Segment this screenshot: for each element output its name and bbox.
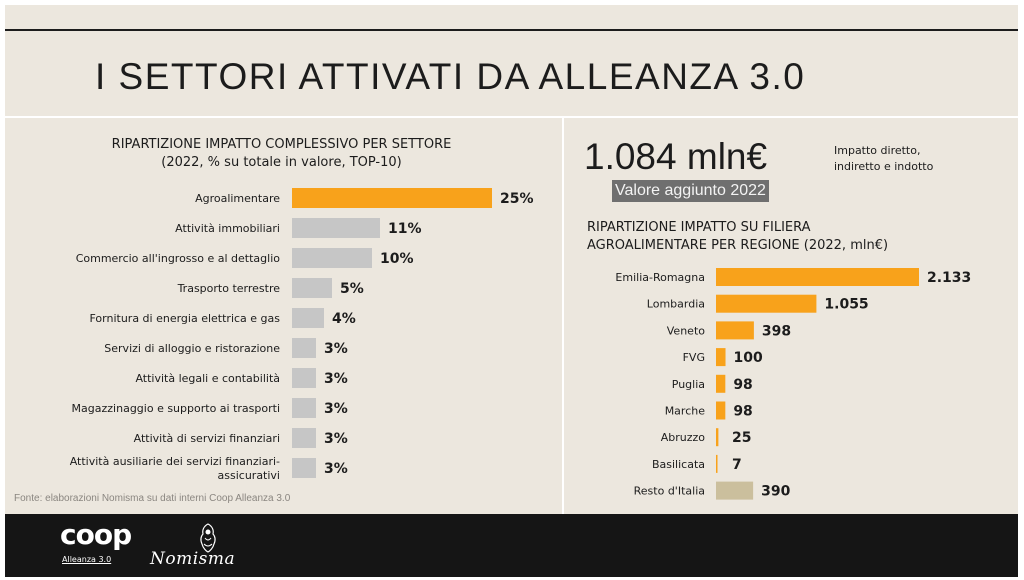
nomisma-emblem-icon xyxy=(200,523,216,553)
bar xyxy=(716,401,726,420)
bar xyxy=(292,428,316,448)
value-label: 4% xyxy=(332,311,356,327)
kpi-description-line-2: indiretto e indotto xyxy=(834,160,934,173)
bar xyxy=(716,294,817,313)
bar xyxy=(716,374,726,393)
value-label: 7 xyxy=(732,457,742,473)
kpi-badge: Valore aggiunto 2022 xyxy=(612,180,769,202)
category-label: Servizi di alloggio e ristorazione xyxy=(104,342,280,355)
value-label: 3% xyxy=(324,371,348,387)
bar xyxy=(292,218,380,238)
bar xyxy=(716,268,919,286)
value-label: 5% xyxy=(340,281,364,297)
region-bar-chart: Emilia-Romagna 2.133 Lombardia 1.055 Veneto 3… xyxy=(615,268,971,500)
region-chart-title: RIPARTIZIONE IMPATTO SU FILIERA AGROALIM… xyxy=(587,219,888,255)
category-label: Trasporto terrestre xyxy=(177,282,281,295)
category-label: Puglia xyxy=(672,378,705,391)
category-label: Abruzzo xyxy=(661,431,706,444)
slide-background xyxy=(5,5,1018,577)
bar xyxy=(292,458,316,478)
bar xyxy=(716,454,718,473)
category-label: Attività ausiliarie dei servizi finanzia… xyxy=(70,455,280,482)
title-top-rule xyxy=(5,29,1018,31)
category-label: Agroalimentare xyxy=(195,192,280,205)
bar xyxy=(716,428,719,447)
bar xyxy=(292,338,316,358)
kpi-description: Impatto diretto, indiretto e indotto xyxy=(834,143,933,175)
sector-chart-title-line-1: RIPARTIZIONE IMPATTO COMPLESSIVO PER SET… xyxy=(111,137,452,152)
kpi-description-line-1: Impatto diretto, xyxy=(834,144,921,157)
sector-bar-chart: Agroalimentare 25% Attività immobiliari 11%… xyxy=(70,188,534,482)
value-label: 25% xyxy=(500,191,534,207)
value-label: 398 xyxy=(762,323,791,339)
value-label: 25 xyxy=(732,430,751,446)
category-label: Magazzinaggio e supporto ai trasporti xyxy=(72,402,280,415)
category-label: FVG xyxy=(683,351,705,364)
value-label: 3% xyxy=(324,431,348,447)
title-separator xyxy=(5,116,1018,118)
category-label: Attività immobiliari xyxy=(175,222,280,235)
value-label: 390 xyxy=(761,484,790,500)
kpi-value: 1.084 mln€ xyxy=(584,136,768,177)
category-label: Fornitura di energia elettrica e gas xyxy=(89,312,280,325)
region-chart-title-line-1: RIPARTIZIONE IMPATTO SU FILIERA xyxy=(587,220,811,235)
bar xyxy=(292,368,316,388)
value-label: 1.055 xyxy=(824,297,868,313)
value-label: 3% xyxy=(324,461,348,477)
value-label: 98 xyxy=(733,404,752,420)
bar xyxy=(716,321,754,340)
value-label: 3% xyxy=(324,341,348,357)
category-label: Commercio all'ingrosso e al dettaglio xyxy=(76,252,281,265)
bar xyxy=(292,278,332,298)
sector-chart-title-line-2: (2022, % su totale in valore, TOP-10) xyxy=(161,155,402,170)
value-label: 10% xyxy=(380,251,414,267)
category-label: Attività di servizi finanziari xyxy=(134,432,280,445)
nomisma-logo: Nomisma xyxy=(150,549,236,569)
bar xyxy=(292,188,492,208)
category-label: Marche xyxy=(665,405,706,418)
bar xyxy=(716,348,726,367)
bar xyxy=(292,248,372,268)
value-label: 11% xyxy=(388,221,422,237)
sector-chart-title: RIPARTIZIONE IMPATTO COMPLESSIVO PER SET… xyxy=(0,136,563,172)
value-label: 98 xyxy=(733,377,752,393)
region-chart-title-line-2: AGROALIMENTARE PER REGIONE (2022, mln€) xyxy=(587,238,889,253)
footer-bar xyxy=(5,514,1018,577)
category-label: Lombardia xyxy=(647,298,705,311)
value-label: 100 xyxy=(734,350,763,366)
bar xyxy=(716,481,754,500)
value-label: 3% xyxy=(324,401,348,417)
category-label: Attività legali e contabilità xyxy=(135,372,280,385)
bar xyxy=(292,398,316,418)
source-note: Fonte: elaborazioni Nomisma su dati inte… xyxy=(14,493,291,504)
category-label: Emilia-Romagna xyxy=(615,271,705,284)
category-label: Veneto xyxy=(667,324,705,337)
value-label: 2.133 xyxy=(927,270,971,286)
panel-separator xyxy=(562,117,564,514)
coop-logo-subtitle: Alleanza 3.0 xyxy=(62,555,112,564)
category-label: Basilicata xyxy=(652,458,705,471)
bar xyxy=(292,308,324,328)
page-title: I SETTORI ATTIVATI DA ALLEANZA 3.0 xyxy=(95,56,806,97)
coop-logo: coop xyxy=(60,518,132,551)
category-label: Resto d'Italia xyxy=(634,485,705,498)
